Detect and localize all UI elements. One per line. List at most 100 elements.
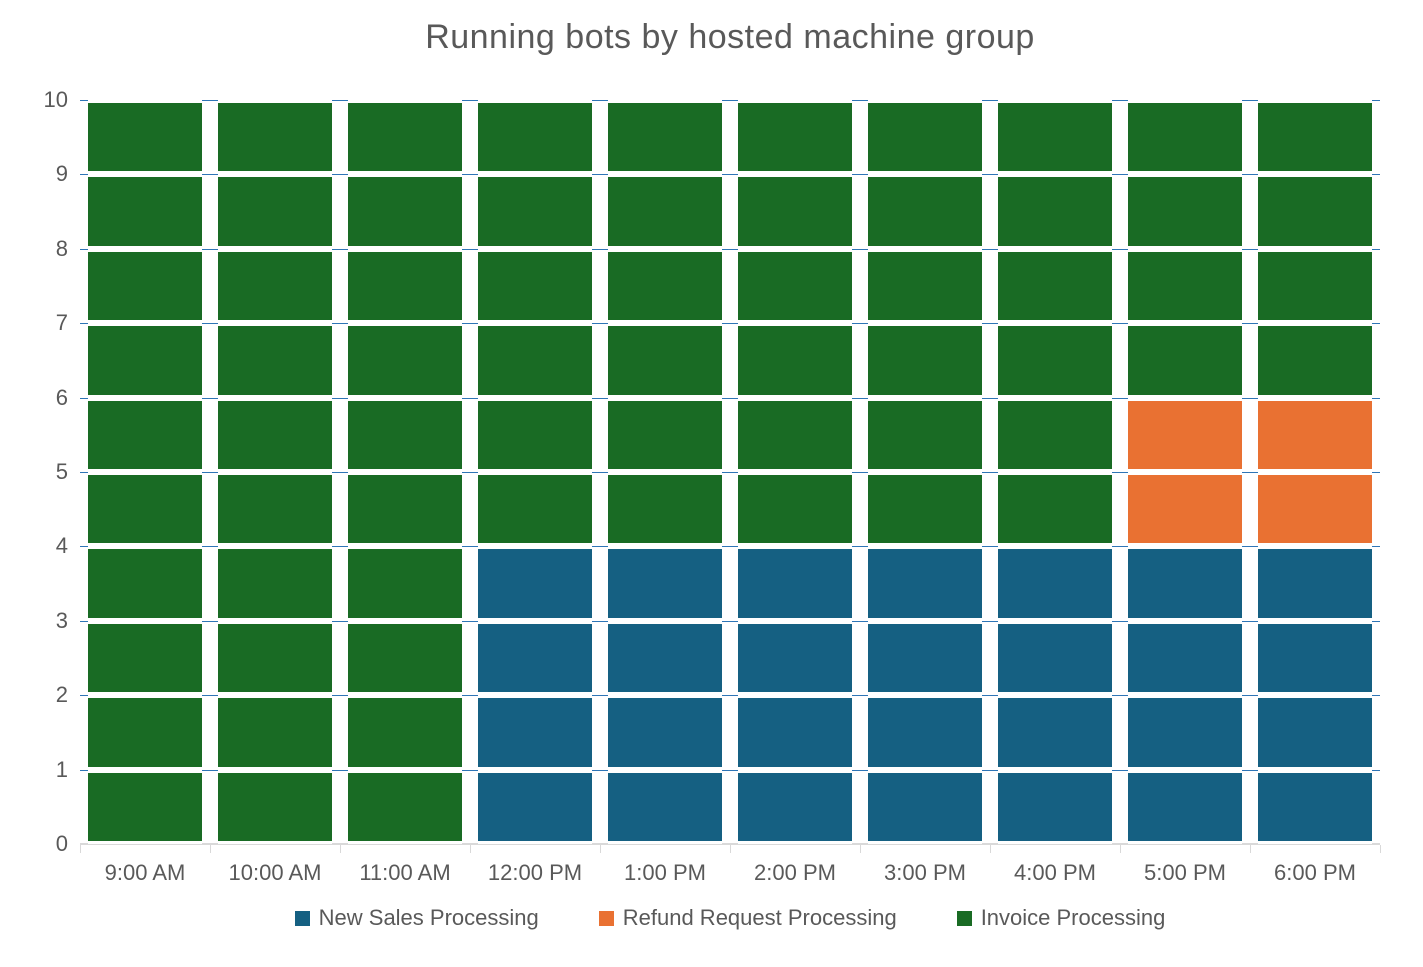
bar-segment-cell [1128, 323, 1242, 398]
bar-segment-cell [608, 248, 722, 324]
x-axis-tick-label: 4:00 PM [1014, 860, 1096, 885]
gridline [80, 695, 1380, 697]
x-tick-mark [470, 845, 471, 853]
bar-segment-cell [348, 174, 462, 249]
x-axis-tick-label: 11:00 AM [359, 860, 451, 885]
bar-segment-cell [1128, 472, 1242, 547]
bar-column [478, 100, 592, 844]
x-axis-tick-label: 1:00 PM [624, 860, 706, 885]
bar-segment-cell [218, 472, 332, 547]
bar-segment-cell [1258, 620, 1372, 696]
bar-segment-cell [1258, 472, 1372, 547]
x-tick-mark [1120, 845, 1121, 853]
bar-segment-cell [1128, 620, 1242, 696]
bar-segment-cell [348, 695, 462, 770]
bar-segment-cell [1258, 397, 1372, 473]
bar-column [1258, 100, 1372, 844]
bar-segment-cell [998, 248, 1112, 324]
x-tick-mark [1380, 845, 1381, 853]
bar-segment-cell [1258, 248, 1372, 324]
bar-segment-cell [218, 397, 332, 473]
y-axis-tick-label: 3 [55, 607, 68, 633]
gridline [80, 397, 1380, 399]
x-tick-mark [600, 845, 601, 853]
bar-segment-cell [218, 100, 332, 175]
bar-segment-cell [738, 100, 852, 175]
x-axis-tick-label: 10:00 AM [228, 860, 322, 885]
bar-segment-cell [478, 620, 592, 696]
y-axis-tick-label: 10 [43, 87, 68, 112]
bar-segment-cell [738, 546, 852, 621]
x-tick-mark [860, 845, 861, 853]
bar-segment-cell [478, 546, 592, 621]
bar-segment-cell [998, 323, 1112, 398]
bar-column [738, 100, 852, 844]
bar-segment-cell [348, 397, 462, 473]
bar-segment-cell [868, 620, 982, 696]
bar-segment-cell [88, 472, 202, 547]
bar-segment-cell [1258, 174, 1372, 249]
bar-column [608, 100, 722, 844]
bar-segment-cell [868, 472, 982, 547]
bar-segment-cell [348, 546, 462, 621]
bar-segment-cell [348, 323, 462, 398]
bar-segment-cell [868, 546, 982, 621]
legend-label: Refund Request Processing [622, 905, 897, 930]
bar-segment-cell [88, 323, 202, 398]
bar-segment-cell [478, 695, 592, 770]
bar-segment-cell [1128, 695, 1242, 770]
x-axis-tick-label: 2:00 PM [754, 860, 836, 885]
bar-column [1128, 100, 1242, 844]
bar-segment-cell [1128, 248, 1242, 324]
bar-segment-cell [998, 397, 1112, 473]
bar-segment-cell [218, 546, 332, 621]
bar-segment-cell [608, 100, 722, 175]
x-axis-tick-label: 6:00 PM [1274, 860, 1356, 885]
bar-segment-cell [868, 174, 982, 249]
gridline [80, 248, 1380, 250]
bar-segment-cell [88, 769, 202, 844]
legend-swatch-icon [598, 910, 614, 926]
bar-segment-cell [348, 100, 462, 175]
legend-item: New Sales Processing [294, 905, 539, 931]
bar-segment-cell [608, 323, 722, 398]
legend-swatch-icon [294, 910, 310, 926]
bar-segment-cell [88, 620, 202, 696]
bar-column [998, 100, 1112, 844]
bar-segment-cell [738, 397, 852, 473]
bar-segment-cell [868, 769, 982, 844]
bar-segment-cell [348, 248, 462, 324]
bar-segment-cell [1128, 546, 1242, 621]
bar-segment-cell [1258, 100, 1372, 175]
y-axis-tick-label: 7 [55, 310, 68, 336]
bar-segment-cell [738, 248, 852, 324]
y-axis-tick-label: 6 [55, 384, 68, 410]
gridline [80, 472, 1380, 473]
x-tick-mark [210, 845, 211, 853]
y-axis-tick-label: 8 [55, 235, 68, 261]
x-tick-mark [340, 845, 341, 853]
chart-title: Running bots by hosted machine group [425, 18, 1035, 56]
y-axis-tick-label: 9 [55, 161, 68, 187]
bar-segment-cell [868, 248, 982, 324]
bar-segment-cell [88, 695, 202, 770]
bar-segment-cell [478, 248, 592, 324]
x-tick-mark [990, 845, 991, 853]
gridline [80, 323, 1380, 325]
bar-segment-cell [1258, 695, 1372, 770]
bar-segment-cell [868, 100, 982, 175]
bar-column [88, 100, 202, 844]
bar-segment-cell [1258, 769, 1372, 844]
bar-segment-cell [998, 695, 1112, 770]
bar-segment-cell [348, 769, 462, 844]
y-axis-tick-label: 4 [55, 533, 68, 559]
plot-area [80, 100, 1380, 844]
x-axis-tick-label: 3:00 PM [884, 860, 966, 885]
x-axis-tick-label: 12:00 PM [487, 860, 583, 885]
bar-segment-cell [478, 472, 592, 547]
bar-segment-cell [998, 769, 1112, 844]
bar-segment-cell [738, 174, 852, 249]
legend: New Sales Processing Refund Request Proce… [80, 905, 1380, 931]
x-tick-mark [730, 845, 731, 853]
